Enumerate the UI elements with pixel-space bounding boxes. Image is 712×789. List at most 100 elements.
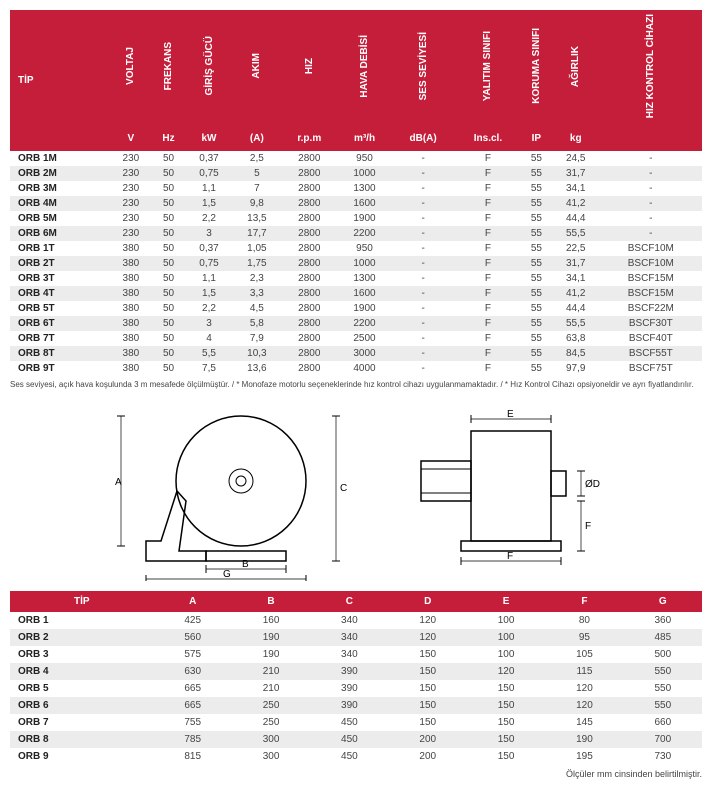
cell: 2800 [281, 286, 338, 301]
cell: 0,75 [185, 166, 233, 181]
col-header: C [310, 591, 388, 612]
cell: 1,1 [185, 181, 233, 196]
cell: 55 [521, 316, 552, 331]
cell: 97,9 [552, 361, 600, 376]
cell: 2800 [281, 316, 338, 331]
cell: F [455, 361, 521, 376]
cell: 50 [152, 226, 185, 241]
cell: 0,37 [185, 151, 233, 166]
cell: ORB 1T [10, 241, 110, 256]
unit-header: kg [552, 125, 600, 151]
table-row: ORB 9T380507,513,628004000-F5597,9BSCF75… [10, 361, 702, 376]
cell: 55 [521, 151, 552, 166]
unit-header: (A) [233, 125, 281, 151]
cell: 50 [152, 331, 185, 346]
cell: 380 [110, 331, 152, 346]
cell: - [391, 301, 455, 316]
cell: 230 [110, 196, 152, 211]
cell: 50 [152, 256, 185, 271]
cell: 17,7 [233, 226, 281, 241]
cell: - [600, 196, 702, 211]
cell: 2,2 [185, 211, 233, 226]
cell: ORB 1M [10, 151, 110, 166]
col-header: HAVA DEBİSİ [338, 10, 392, 125]
cell: - [391, 286, 455, 301]
cell: 665 [154, 680, 232, 697]
cell: ORB 5T [10, 301, 110, 316]
cell: F [455, 226, 521, 241]
col-header: YALITIM SINIFI [455, 10, 521, 125]
cell: 380 [110, 346, 152, 361]
cell: ORB 2T [10, 256, 110, 271]
cell: 150 [467, 714, 545, 731]
table-row: ORB 256019034012010095485 [10, 629, 702, 646]
cell: 55 [521, 301, 552, 316]
cell: F [455, 301, 521, 316]
cell: 5 [233, 166, 281, 181]
cell: 55 [521, 196, 552, 211]
cell: 55 [521, 226, 552, 241]
cell: - [391, 226, 455, 241]
cell: 230 [110, 211, 152, 226]
col-header: G [624, 591, 702, 612]
cell: 550 [624, 680, 702, 697]
cell: 55 [521, 166, 552, 181]
cell: 2,3 [233, 271, 281, 286]
cell: 2,5 [233, 151, 281, 166]
table-row: ORB 6M23050317,728002200-F5555,5- [10, 226, 702, 241]
cell: 150 [467, 697, 545, 714]
cell: 7,5 [185, 361, 233, 376]
cell: 950 [338, 151, 392, 166]
cell: 1600 [338, 196, 392, 211]
table-row: ORB 8T380505,510,328003000-F5584,5BSCF55… [10, 346, 702, 361]
cell: 485 [624, 629, 702, 646]
cell: 1000 [338, 256, 392, 271]
col-header: KORUMA SINIFI [521, 10, 552, 125]
cell: F [455, 151, 521, 166]
cell: 1,5 [185, 286, 233, 301]
cell: ORB 6T [10, 316, 110, 331]
cell: BSCF15M [600, 271, 702, 286]
cell: 50 [152, 241, 185, 256]
cell: 1,1 [185, 271, 233, 286]
cell: 250 [232, 697, 310, 714]
col-header: HIZ KONTROL CİHAZI [600, 10, 702, 125]
cell: 50 [152, 286, 185, 301]
cell: 2800 [281, 346, 338, 361]
cell: 50 [152, 271, 185, 286]
unit-header: m³/h [338, 125, 392, 151]
cell: 13,6 [233, 361, 281, 376]
cell: 2800 [281, 271, 338, 286]
cell: 300 [232, 731, 310, 748]
cell: 150 [389, 646, 467, 663]
cell: - [600, 166, 702, 181]
cell: F [455, 331, 521, 346]
cell: - [391, 256, 455, 271]
cell: 41,2 [552, 286, 600, 301]
cell: F [455, 271, 521, 286]
cell: 5,5 [185, 346, 233, 361]
cell: 2800 [281, 151, 338, 166]
table-row: ORB 5M230502,213,528001900-F5544,4- [10, 211, 702, 226]
svg-text:C: C [340, 483, 347, 494]
cell: 150 [389, 680, 467, 697]
cell: - [391, 316, 455, 331]
table-row: ORB 1M230500,372,52800950-F5524,5- [10, 151, 702, 166]
col-header: GİRİŞ GÜCÜ [185, 10, 233, 125]
cell: 95 [545, 629, 623, 646]
cell: ORB 3M [10, 181, 110, 196]
cell: 0,37 [185, 241, 233, 256]
cell: 195 [545, 748, 623, 765]
cell: 50 [152, 166, 185, 181]
table-row: ORB 4T380501,53,328001600-F5541,2BSCF15M [10, 286, 702, 301]
unit-header [600, 125, 702, 151]
cell: 190 [545, 731, 623, 748]
cell: - [391, 196, 455, 211]
cell: 7 [233, 181, 281, 196]
cell: ORB 2M [10, 166, 110, 181]
cell: 450 [310, 748, 388, 765]
table-row: ORB 5665210390150150120550 [10, 680, 702, 697]
unit-header: V [110, 125, 152, 151]
table-row: ORB 5T380502,24,528001900-F5544,4BSCF22M [10, 301, 702, 316]
table-row: ORB 1T380500,371,052800950-F5522,5BSCF10… [10, 241, 702, 256]
